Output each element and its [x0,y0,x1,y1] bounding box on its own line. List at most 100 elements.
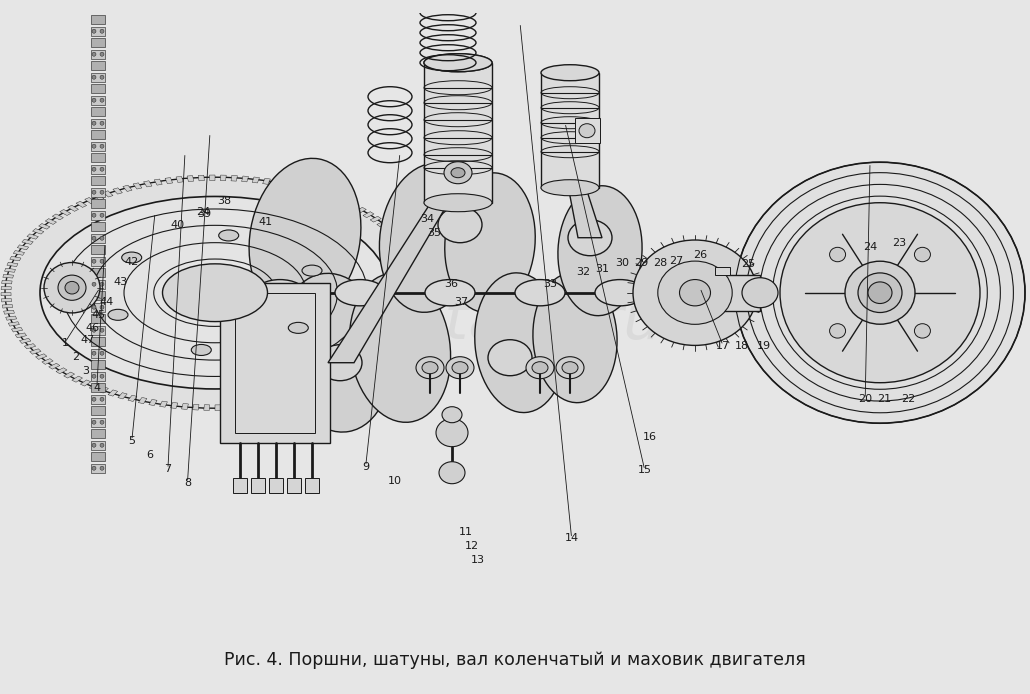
Ellipse shape [424,53,492,71]
Ellipse shape [92,75,96,79]
Polygon shape [117,393,127,399]
Ellipse shape [92,443,96,447]
Polygon shape [68,205,78,211]
Polygon shape [91,73,105,82]
Ellipse shape [92,167,96,171]
Ellipse shape [349,273,450,423]
Polygon shape [91,314,105,323]
Text: 20: 20 [858,394,872,404]
Ellipse shape [558,186,642,316]
Polygon shape [39,223,50,229]
Ellipse shape [451,168,465,178]
Ellipse shape [100,236,104,240]
Text: 22: 22 [901,394,916,404]
Polygon shape [123,185,132,192]
Ellipse shape [100,29,104,33]
Polygon shape [84,198,95,204]
Polygon shape [328,173,466,363]
Ellipse shape [915,247,930,262]
Polygon shape [383,226,394,232]
Ellipse shape [92,52,96,56]
Polygon shape [138,398,147,404]
Text: 25: 25 [741,260,755,269]
Polygon shape [91,130,105,139]
Text: 1: 1 [62,337,68,348]
Polygon shape [359,370,370,376]
Text: 6: 6 [146,450,152,459]
Ellipse shape [92,282,96,286]
Ellipse shape [192,344,211,355]
Polygon shape [541,73,599,187]
Ellipse shape [541,65,599,81]
Text: 41: 41 [259,217,273,227]
Ellipse shape [100,99,104,102]
Polygon shape [278,398,286,405]
Ellipse shape [163,264,268,321]
Polygon shape [176,176,183,183]
Polygon shape [25,344,36,349]
Text: 18: 18 [734,341,749,350]
Polygon shape [80,380,91,386]
Ellipse shape [445,173,536,312]
Polygon shape [563,160,602,238]
Polygon shape [103,191,113,197]
Polygon shape [91,452,105,462]
Ellipse shape [335,280,385,306]
Polygon shape [91,38,105,47]
Ellipse shape [100,52,104,56]
Ellipse shape [515,280,565,306]
Polygon shape [402,336,413,341]
Ellipse shape [92,121,96,125]
Polygon shape [91,360,105,369]
Polygon shape [389,231,401,237]
Text: 27: 27 [670,255,684,266]
Ellipse shape [100,466,104,471]
Ellipse shape [318,345,362,381]
Polygon shape [15,333,27,338]
Polygon shape [298,394,307,400]
Polygon shape [108,390,117,396]
Text: 16: 16 [643,432,657,442]
Polygon shape [327,385,336,391]
Polygon shape [339,199,349,205]
Polygon shape [258,402,265,408]
Polygon shape [76,201,87,208]
Polygon shape [363,212,374,218]
Polygon shape [391,346,403,352]
Polygon shape [418,283,428,287]
Polygon shape [397,341,408,346]
Ellipse shape [379,163,481,312]
Text: 33: 33 [543,279,557,289]
Polygon shape [6,316,16,320]
Polygon shape [91,429,105,438]
Ellipse shape [680,280,711,306]
Polygon shape [400,242,411,247]
Polygon shape [45,219,57,224]
Polygon shape [347,203,358,210]
Text: 2: 2 [72,352,78,362]
Polygon shape [413,265,424,269]
Text: 9: 9 [363,462,369,471]
Polygon shape [4,269,15,272]
Polygon shape [91,153,105,162]
Ellipse shape [92,328,96,332]
Polygon shape [355,208,367,213]
Polygon shape [236,404,243,409]
Ellipse shape [288,323,308,333]
Text: 19: 19 [757,341,771,350]
Polygon shape [193,405,199,410]
Polygon shape [91,464,105,473]
Text: 15: 15 [638,465,652,475]
Polygon shape [231,176,237,181]
Polygon shape [1,293,11,296]
Ellipse shape [829,323,846,338]
Text: 24: 24 [196,208,210,217]
Ellipse shape [742,278,778,307]
Polygon shape [335,382,345,388]
Ellipse shape [425,280,475,306]
Polygon shape [91,187,105,196]
Ellipse shape [442,407,462,423]
Polygon shape [91,280,105,289]
Ellipse shape [92,260,96,263]
Text: 17: 17 [716,341,730,350]
